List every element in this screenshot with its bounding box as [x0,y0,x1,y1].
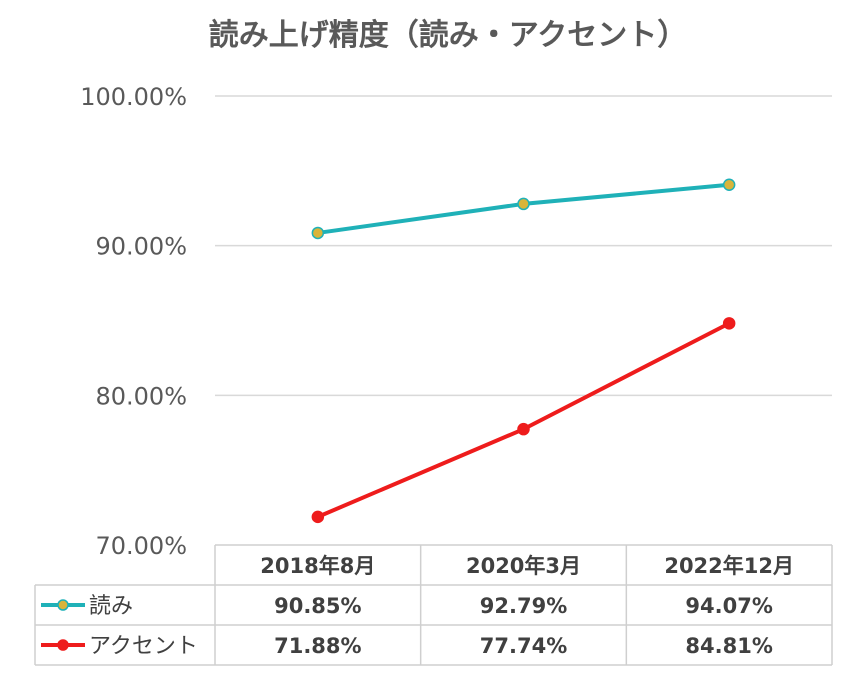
chart-title: 読み上げ精度（読み・アクセント） [209,18,688,53]
data-point [722,178,736,192]
x-tick-label: 2018年8月 [260,554,375,578]
legend-swatch-marker [57,599,69,611]
gridlines [215,95,832,397]
legend-entry: 読み [89,594,133,619]
series-lines [311,178,736,524]
y-axis-ticks: 70.00% 80.00% 90.00% 100.00% [80,83,187,560]
data-label: 92.79% [480,594,567,618]
data-point [722,317,736,330]
data-point [517,422,530,436]
data-point [517,197,530,211]
x-tick-label: 2020年3月 [466,554,581,578]
data-label: 90.85% [274,594,361,618]
y-tick-label: 100.00% [80,83,187,111]
data-label: 84.81% [685,634,772,658]
y-tick-label: 90.00% [95,233,187,261]
y-tick-label: 70.00% [95,532,187,560]
series-line-2 [315,321,732,519]
y-tick-label: 80.00% [95,382,187,410]
x-tick-label: 2022年12月 [664,554,794,578]
legend-swatch-marker [57,639,69,651]
data-label: 71.88% [274,634,361,658]
data-point [311,226,325,240]
data-label: 94.07% [685,594,772,618]
data-label: 77.74% [480,634,567,658]
legend-entry: アクセント [89,634,198,659]
data-point [311,510,325,524]
